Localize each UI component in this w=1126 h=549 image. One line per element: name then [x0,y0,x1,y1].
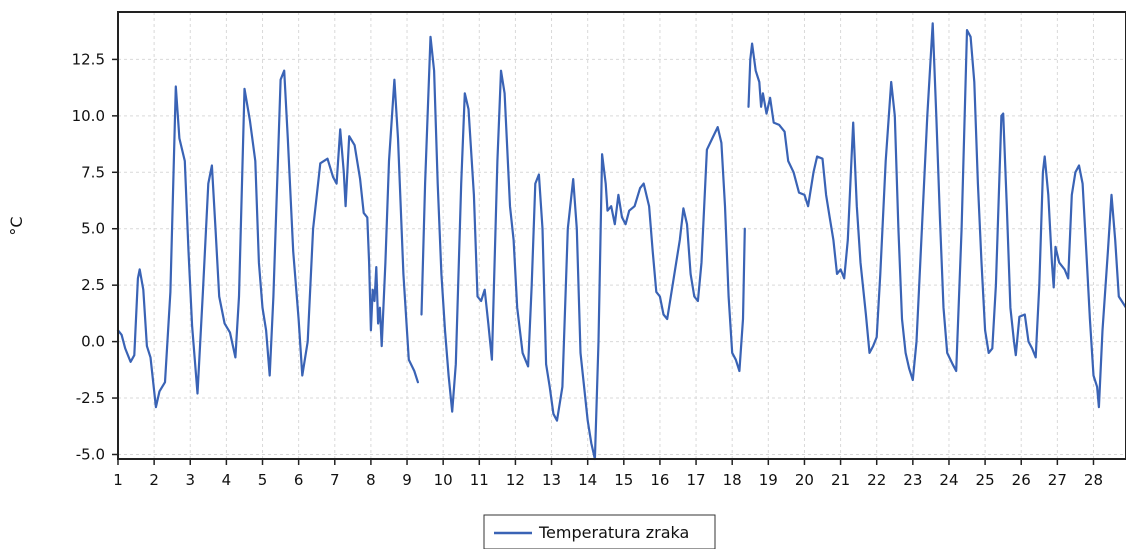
x-tick-label: 8 [366,471,376,489]
y-tick-label: 5.0 [81,220,105,238]
tick-layer: -5.0-2.50.02.55.07.510.012.51 2 3 4 5 6 7 8 9 10 1… [72,50,1103,489]
x-tick-label: 2 [149,471,159,489]
x-tick-label: 13 [542,471,561,489]
y-tick-label: 12.5 [72,50,105,68]
x-tick-label: 25 [976,471,995,489]
x-tick-label: 24 [939,471,958,489]
x-tick-label: 26 [1012,471,1031,489]
x-tick-label: 14 [578,471,597,489]
series-line-segment [420,35,746,461]
y-tick-label: -5.0 [76,445,105,463]
x-tick-label: 21 [831,471,850,489]
series-temperatura-zraka [116,22,1126,461]
x-tick-label: 23 [903,471,922,489]
x-tick-label: 20 [795,471,814,489]
y-axis-label-group: °C [7,216,26,235]
x-tick-label: 9 [402,471,412,489]
x-tick-label: 18 [723,471,742,489]
series-line-segment [747,22,1126,409]
legend-label: Temperatura zraka [538,523,689,542]
series-layer [116,22,1126,461]
grid-layer [117,12,1126,459]
x-tick-label: 6 [294,471,304,489]
y-tick-label: 2.5 [81,276,105,294]
x-tick-label: 16 [650,471,669,489]
x-tick-label: 5 [258,471,268,489]
legend: Temperatura zraka [483,514,716,549]
x-tick-label: 3 [185,471,195,489]
series-line-segment [116,69,419,409]
x-tick-label: 28 [1084,471,1103,489]
x-tick-label: 11 [470,471,489,489]
x-tick-label: 22 [867,471,886,489]
y-axis-label: °C [7,216,26,235]
y-tick-label: 0.0 [81,333,105,351]
x-tick-label: 4 [222,471,232,489]
x-tick-label: 1 [113,471,123,489]
x-tick-label: 10 [434,471,453,489]
x-tick-label: 17 [687,471,706,489]
x-tick-label: 12 [506,471,525,489]
y-tick-label: -2.5 [76,389,105,407]
plot-frame [117,11,1126,460]
y-tick-label: 7.5 [81,163,105,181]
y-tick-label: 10.0 [72,107,105,125]
x-tick-label: 19 [759,471,778,489]
x-tick-label: 7 [330,471,340,489]
x-tick-label: 27 [1048,471,1067,489]
x-tick-label: 15 [614,471,633,489]
